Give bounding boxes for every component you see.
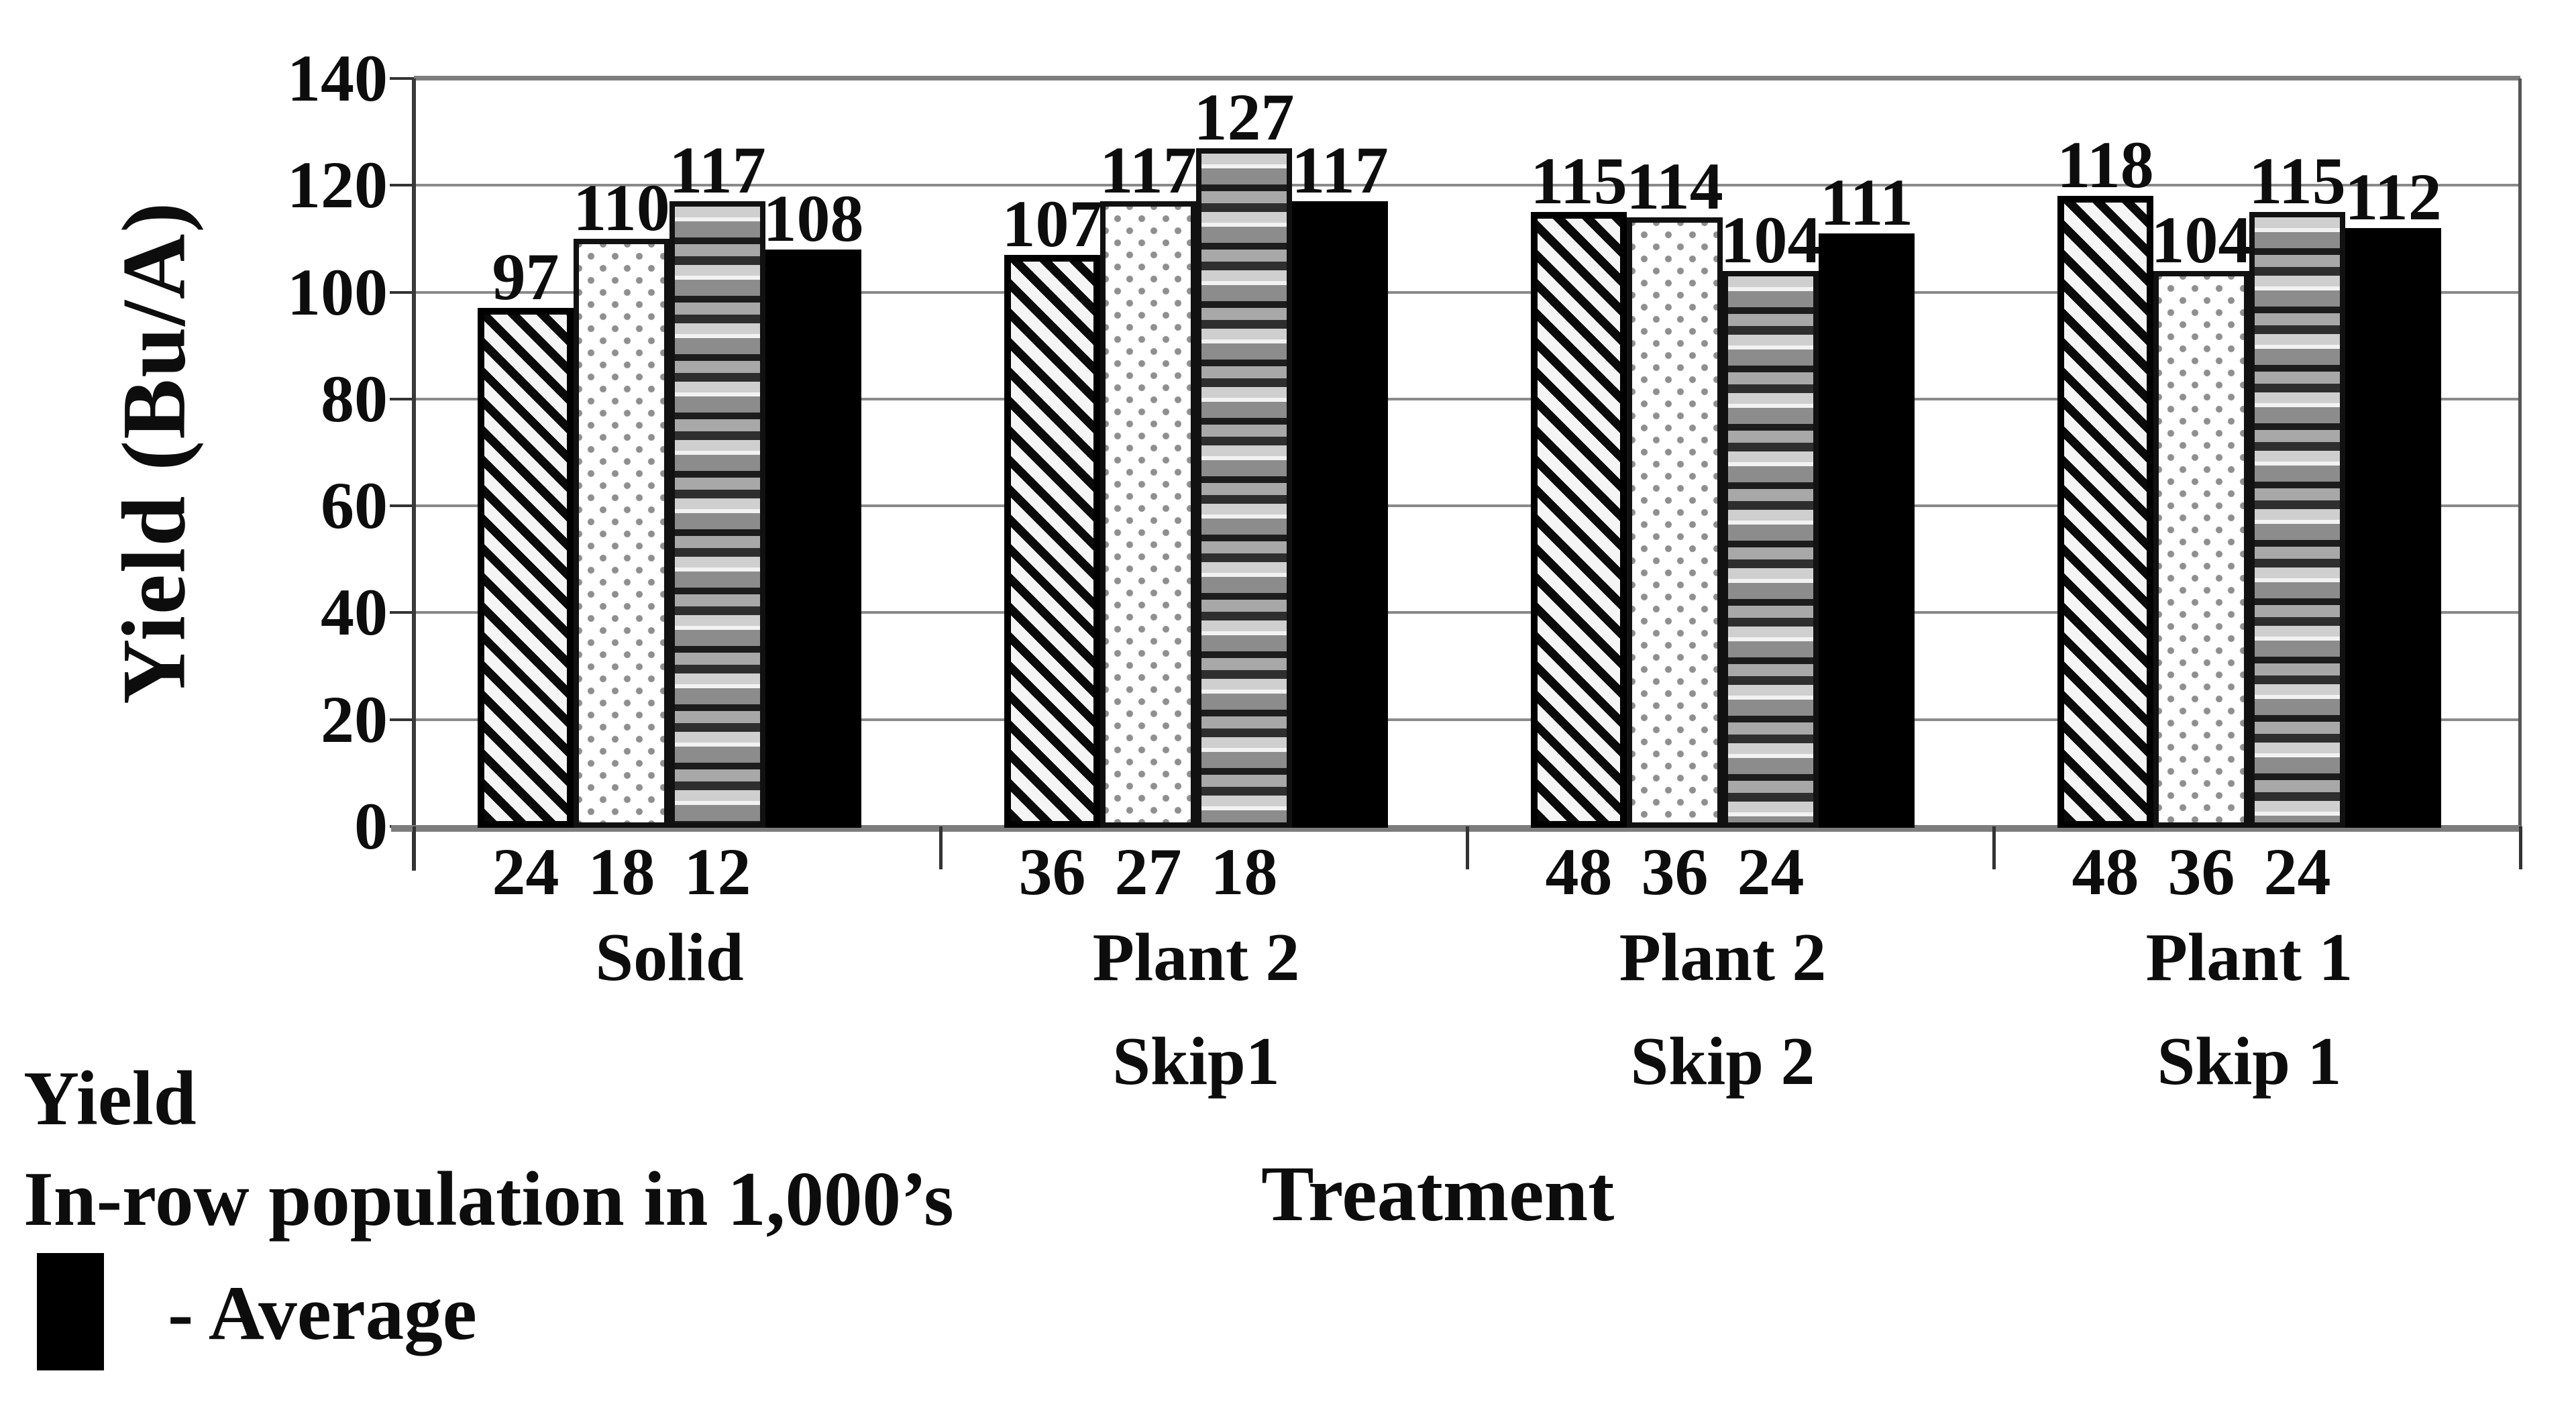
bar-horizontal-stripes-group-2 <box>1196 148 1292 828</box>
population-label: 36 <box>2167 834 2235 909</box>
bar-dot-stipple-group-1 <box>574 238 669 828</box>
bar-value-label: 97 <box>492 239 559 315</box>
bar-dot-stipple-group-2 <box>1100 201 1196 828</box>
population-label: 27 <box>1114 834 1182 909</box>
bar-dot-stipple-group-3 <box>1627 217 1723 828</box>
gridline-y-60 <box>414 504 2520 508</box>
y-tick-40 <box>390 611 414 614</box>
y-tick-60 <box>390 504 414 508</box>
x-tick-1 <box>939 826 943 869</box>
y-axis-line <box>412 78 416 871</box>
y-tick-100 <box>390 290 414 294</box>
y-tick-label-140: 140 <box>287 41 388 115</box>
y-tick-label-0: 0 <box>354 789 388 863</box>
gridline-y-40 <box>414 611 2520 614</box>
legend-title: Yield <box>23 1056 197 1141</box>
bar-value-label: 115 <box>2249 144 2346 219</box>
gridline-y-140 <box>414 76 2520 80</box>
bar-value-label: 104 <box>1720 202 1821 277</box>
treatment-group-label: Plant 2 <box>1619 920 1827 995</box>
bar-diagonal-hatch-group-1 <box>478 308 574 828</box>
bar-value-label: 115 <box>1530 144 1627 219</box>
bar-value-label: 127 <box>1193 79 1295 154</box>
bar-solid-black-group-2 <box>1292 201 1388 828</box>
population-label: 24 <box>1737 834 1805 909</box>
bar-solid-black-group-4 <box>2345 228 2441 828</box>
y-tick-label-20: 20 <box>321 682 388 757</box>
gridline-y-120 <box>414 184 2520 187</box>
bar-value-label: 107 <box>1002 186 1103 261</box>
bar-value-label: 117 <box>669 133 766 208</box>
population-label: 48 <box>1545 834 1613 909</box>
x-axis-title: Treatment <box>1261 1150 1615 1238</box>
x-tick-2 <box>1466 826 1469 869</box>
y-tick-140 <box>390 77 414 80</box>
bar-solid-black-group-3 <box>1819 233 1915 828</box>
population-label: 48 <box>2072 834 2139 909</box>
population-label: 36 <box>1641 834 1709 909</box>
y-tick-120 <box>390 184 414 187</box>
gridline-y-80 <box>414 397 2520 400</box>
treatment-group-label: Skip1 <box>1112 1024 1280 1099</box>
bar-solid-black-group-1 <box>765 249 861 828</box>
treatment-group-label: Plant 1 <box>2145 920 2353 995</box>
bar-value-label: 118 <box>2057 127 2154 203</box>
legend-average-swatch <box>37 1253 104 1370</box>
bar-value-label: 114 <box>1626 149 1723 224</box>
bar-value-label: 108 <box>763 180 864 256</box>
bar-diagonal-hatch-group-4 <box>2057 196 2153 828</box>
legend-subtitle: In-row population in 1,000’s <box>23 1156 954 1242</box>
y-tick-label-60: 60 <box>321 468 388 543</box>
bar-horizontal-stripes-group-4 <box>2249 212 2345 828</box>
bar-value-label: 112 <box>2345 160 2442 234</box>
gridline-y-100 <box>414 290 2520 294</box>
y-tick-label-120: 120 <box>287 148 388 223</box>
bar-dot-stipple-group-4 <box>2153 270 2249 828</box>
x-tick-4 <box>2519 826 2522 869</box>
bar-horizontal-stripes-group-1 <box>669 201 765 828</box>
gridline-y-20 <box>414 718 2520 721</box>
population-label: 12 <box>684 834 751 909</box>
y-tick-20 <box>390 718 414 721</box>
bar-diagonal-hatch-group-2 <box>1004 254 1100 828</box>
population-label: 18 <box>588 834 655 909</box>
treatment-group-label: Solid <box>595 920 744 995</box>
x-axis-line <box>391 825 2520 832</box>
plot-right-border <box>2518 78 2522 826</box>
bar-horizontal-stripes-group-3 <box>1723 270 1819 828</box>
population-label: 24 <box>492 834 559 909</box>
legend-average-label: - Average <box>168 1270 477 1356</box>
bar-value-label: 117 <box>1291 133 1389 208</box>
population-label: 24 <box>2263 834 2331 909</box>
population-label: 36 <box>1018 834 1086 909</box>
y-tick-80 <box>390 397 414 400</box>
bar-value-label: 117 <box>1099 133 1197 208</box>
y-axis-title: Yield (Bu/A) <box>104 201 205 704</box>
treatment-group-label: Skip 2 <box>1630 1024 1815 1099</box>
x-tick-3 <box>1992 826 1996 869</box>
bar-value-label: 111 <box>1820 164 1913 239</box>
y-tick-label-80: 80 <box>321 361 388 436</box>
population-label: 18 <box>1210 834 1278 909</box>
treatment-group-label: Plant 2 <box>1092 920 1300 995</box>
bar-value-label: 110 <box>573 170 670 245</box>
y-tick-label-40: 40 <box>321 575 388 650</box>
treatment-group-label: Skip 1 <box>2157 1024 2342 1099</box>
y-tick-label-100: 100 <box>287 254 388 329</box>
x-tick-0 <box>413 826 416 869</box>
bar-diagonal-hatch-group-3 <box>1531 212 1627 828</box>
bar-value-label: 104 <box>2151 202 2252 277</box>
